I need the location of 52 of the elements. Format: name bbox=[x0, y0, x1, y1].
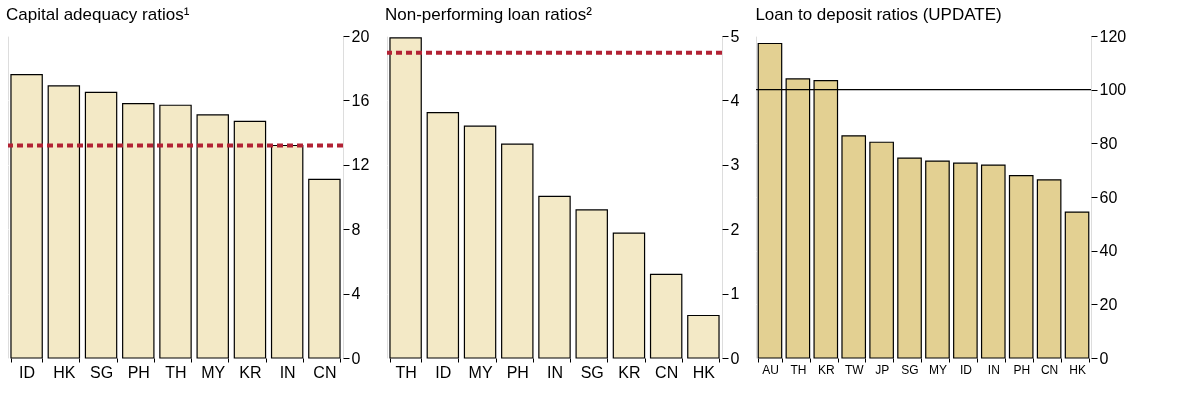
x-tick-label: IN bbox=[547, 363, 563, 381]
x-tick-label: MY bbox=[201, 363, 226, 381]
chart-title: Loan to deposit ratios (UPDATE) bbox=[755, 5, 1002, 24]
x-tick-label: HK bbox=[692, 363, 716, 381]
x-tick-label: SG bbox=[89, 363, 114, 381]
x-tick-label: PH bbox=[1013, 362, 1031, 377]
chart-title: Non-performing loan ratios² bbox=[385, 5, 593, 24]
x-tick-label: KR bbox=[817, 362, 835, 377]
y-tick-label: 12 bbox=[351, 156, 370, 174]
x-tick-label: TH bbox=[395, 363, 417, 381]
x-tick-label: HK bbox=[1069, 362, 1086, 377]
y-tick-label: 3 bbox=[730, 156, 740, 174]
x-tick-label: KR bbox=[239, 363, 262, 381]
x-tick-label: ID bbox=[959, 362, 973, 377]
x-tick-label: HK bbox=[53, 363, 76, 381]
x-tick-label: TW bbox=[844, 362, 865, 377]
chart-title: Capital adequacy ratios¹ bbox=[6, 5, 190, 24]
y-tick-label: 20 bbox=[1099, 295, 1118, 313]
y-tick-label: 4 bbox=[730, 91, 740, 109]
x-tick-label: CN bbox=[1040, 362, 1059, 377]
x-tick-label: ID bbox=[19, 363, 36, 381]
x-tick-label: CN bbox=[313, 363, 337, 381]
x-tick-label: IN bbox=[987, 362, 1000, 377]
x-tick-label: ID bbox=[435, 363, 452, 381]
x-tick-label: IN bbox=[279, 363, 296, 381]
y-tick-label: 0 bbox=[351, 349, 361, 367]
x-tick-label: AU bbox=[762, 362, 779, 377]
x-tick-label: KR bbox=[618, 363, 641, 381]
x-tick-label: MY bbox=[468, 363, 493, 381]
y-tick-label: 8 bbox=[351, 220, 361, 238]
y-tick-label: 20 bbox=[351, 27, 370, 45]
x-tick-label: MY bbox=[928, 362, 947, 377]
x-tick-label: PH bbox=[506, 363, 529, 381]
y-tick-label: 5 bbox=[730, 27, 740, 45]
x-tick-label: SG bbox=[901, 362, 919, 377]
y-tick-label: 40 bbox=[1099, 242, 1118, 260]
x-tick-label: TH bbox=[165, 363, 187, 381]
x-tick-label: TH bbox=[790, 362, 807, 377]
x-tick-label: PH bbox=[127, 363, 150, 381]
y-tick-label: 60 bbox=[1099, 188, 1118, 206]
y-tick-label: 16 bbox=[351, 91, 370, 109]
y-tick-label: 4 bbox=[351, 285, 361, 303]
y-tick-label: 120 bbox=[1099, 27, 1127, 45]
x-tick-label: CN bbox=[655, 363, 679, 381]
x-tick-label: SG bbox=[580, 363, 604, 381]
x-tick-label: JP bbox=[875, 362, 890, 377]
y-tick-label: 0 bbox=[730, 349, 740, 367]
y-tick-label: 1 bbox=[730, 285, 740, 303]
y-tick-label: 80 bbox=[1099, 134, 1118, 152]
y-tick-label: 100 bbox=[1099, 81, 1127, 99]
y-tick-label: 0 bbox=[1099, 349, 1109, 367]
y-tick-label: 2 bbox=[730, 220, 740, 238]
